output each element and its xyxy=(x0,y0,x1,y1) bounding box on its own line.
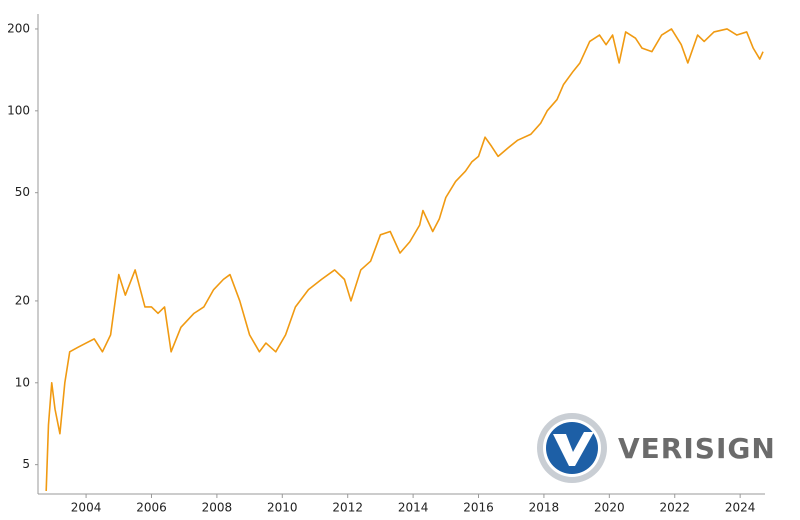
x-tick-label: 2024 xyxy=(725,501,756,515)
logo-text: VERISIGN xyxy=(618,432,776,465)
logo-mark xyxy=(553,432,594,466)
x-tick-label: 2012 xyxy=(332,501,363,515)
x-tick-label: 2006 xyxy=(136,501,167,515)
y-tick-label: 100 xyxy=(7,103,30,117)
x-tick-label: 2008 xyxy=(202,501,233,515)
price-line xyxy=(45,28,764,492)
x-tick-label: 2014 xyxy=(398,501,429,515)
logo-disc xyxy=(546,422,598,474)
x-tick-label: 2016 xyxy=(463,501,494,515)
y-tick-label: 10 xyxy=(15,375,30,389)
x-tick-label: 2004 xyxy=(71,501,102,515)
y-tick-label: 20 xyxy=(15,293,30,307)
x-tick-label: 2020 xyxy=(594,501,625,515)
x-tick-label: 2022 xyxy=(659,501,690,515)
x-tick-label: 2018 xyxy=(529,501,560,515)
y-tick-label: 50 xyxy=(15,185,30,199)
x-tick-label: 2010 xyxy=(267,501,298,515)
y-tick-label: 5 xyxy=(22,457,30,471)
y-tick-label: 200 xyxy=(7,21,30,35)
logo: VERISIGN xyxy=(537,413,776,483)
